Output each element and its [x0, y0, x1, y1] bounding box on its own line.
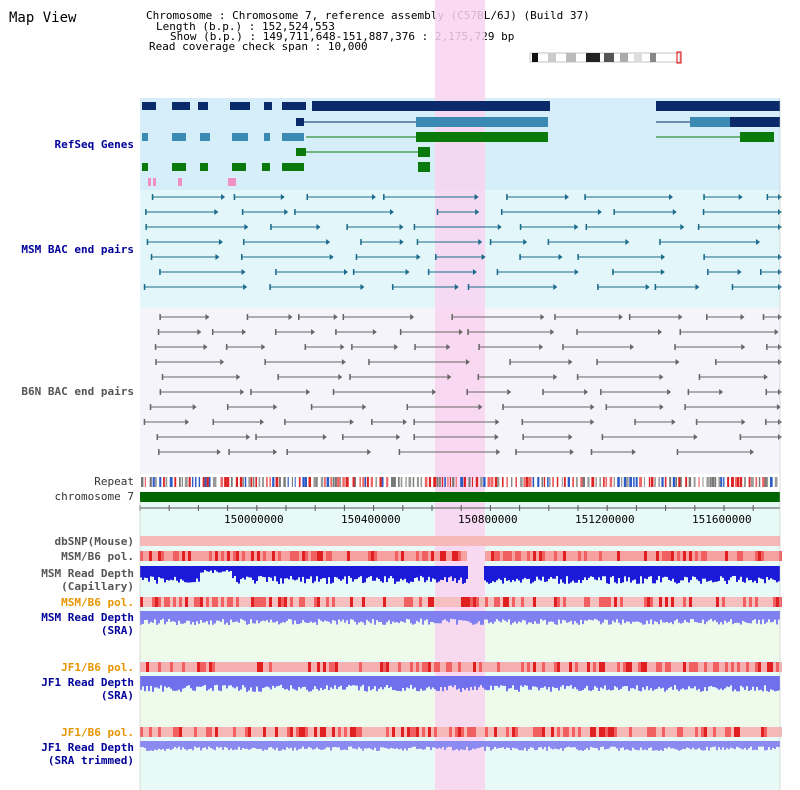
- msm-pol-track[interactable]: [140, 551, 782, 561]
- jf1-pol-track[interactable]: [140, 662, 782, 672]
- highlight-region[interactable]: [435, 0, 485, 790]
- dbsnp-track[interactable]: [140, 536, 780, 546]
- track-label-b6n-bac[interactable]: B6N BAC end pairs: [21, 385, 134, 398]
- track-label-msm-depth-cap[interactable]: MSM Read Depth: [41, 567, 134, 580]
- info-show-key: Show (b.p.): [170, 30, 243, 43]
- tick-label: 150400000: [341, 513, 401, 526]
- track-label-msm-depth-sra-sub: (SRA): [100, 624, 134, 637]
- position-axis: [139, 505, 780, 511]
- tick-label: 151200000: [575, 513, 635, 526]
- track-label-jf1-depth-trim[interactable]: JF1 Read Depth: [41, 741, 134, 754]
- length-info: Length (b.p.) : 152,524,553: [156, 20, 335, 33]
- track-label-jf1-depth-sra[interactable]: JF1 Read Depth: [41, 676, 134, 689]
- track-label-jf1-pol-2[interactable]: JF1/B6 pol.: [61, 726, 134, 739]
- info-span-key: Read coverage check span: [149, 40, 308, 53]
- tick-label: 151600000: [692, 513, 752, 526]
- repeat-track[interactable]: [141, 477, 778, 487]
- info-span-value: 10,000: [327, 40, 368, 53]
- jf1-pol-track-2[interactable]: [140, 727, 782, 737]
- info-length-key: Length (b.p.): [156, 20, 243, 33]
- track-label-refseq[interactable]: RefSeq Genes: [54, 138, 134, 151]
- span-info: Read coverage check span : 10,000: [149, 40, 368, 53]
- refseq-genes[interactable]: [142, 101, 780, 186]
- track-label-repeat[interactable]: Repeat: [94, 475, 134, 488]
- tick-label: 150800000: [458, 513, 518, 526]
- b6n-bac-pairs[interactable]: [143, 314, 782, 455]
- tick-label: 150000000: [224, 513, 284, 526]
- chromosome-ideogram[interactable]: [529, 51, 682, 64]
- msm-bac-pairs[interactable]: [143, 194, 782, 290]
- track-label-msm-pol-2[interactable]: MSM/B6 pol.: [61, 596, 134, 609]
- jf1-depth-trim-track[interactable]: [140, 741, 780, 751]
- msm-pol-track-2[interactable]: [140, 597, 782, 607]
- track-label-msm-pol[interactable]: MSM/B6 pol.: [61, 550, 134, 563]
- msm-depth-sra-track[interactable]: [140, 611, 780, 625]
- track-label-jf1-pol[interactable]: JF1/B6 pol.: [61, 661, 134, 674]
- track-label-msm-depth-cap-sub: (Capillary): [61, 580, 134, 593]
- track-label-jf1-depth-sra-sub: (SRA): [100, 689, 134, 702]
- page-title: Map View: [9, 10, 77, 26]
- track-label-msm-bac[interactable]: MSM BAC end pairs: [21, 243, 134, 256]
- info-length-value: 152,524,553: [261, 20, 335, 33]
- chromosome-bar[interactable]: [140, 492, 780, 502]
- track-label-dbsnp[interactable]: dbSNP(Mouse): [54, 535, 134, 548]
- jf1-depth-sra-track[interactable]: [140, 676, 780, 692]
- track-label-jf1-depth-trim-sub: (SRA trimmed): [47, 754, 134, 767]
- msm-depth-capillary-track[interactable]: [140, 566, 780, 584]
- info-chromosome-key: Chromosome: [146, 9, 213, 22]
- track-label-msm-depth-sra[interactable]: MSM Read Depth: [41, 611, 134, 624]
- track-label-chromosome[interactable]: chromosome 7: [54, 490, 134, 503]
